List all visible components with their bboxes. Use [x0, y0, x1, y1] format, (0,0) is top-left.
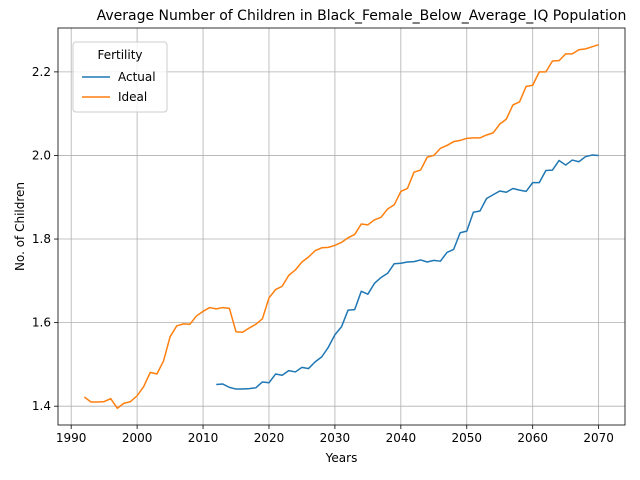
x-tick-label: 2070 — [583, 431, 614, 445]
legend-label-ideal: Ideal — [118, 90, 147, 104]
y-tick-label: 2.0 — [32, 148, 51, 162]
x-tick-label: 2000 — [122, 431, 153, 445]
x-tick-label: 2040 — [386, 431, 417, 445]
y-tick-label: 1.8 — [32, 232, 51, 246]
y-tick-label: 2.2 — [32, 65, 51, 79]
legend-entries: Actual Ideal — [82, 70, 156, 104]
x-tick-label: 2020 — [254, 431, 285, 445]
x-tick-label: 2060 — [517, 431, 548, 445]
y-tick-label: 1.4 — [32, 399, 51, 413]
legend: Fertility Actual Ideal — [72, 41, 168, 113]
grid — [58, 28, 625, 425]
legend-label-actual: Actual — [118, 70, 156, 84]
x-tick-label: 2050 — [451, 431, 482, 445]
x-axis-ticks: 1990 2000 2010 2020 2030 2040 2050 2060 2070 — [56, 425, 614, 445]
plot-frame — [57, 27, 626, 426]
y-tick-label: 1.6 — [32, 316, 51, 330]
series-lines — [83, 44, 599, 410]
y-axis-ticks: 1.4 1.6 1.8 2.0 2.2 — [32, 65, 58, 413]
legend-box — [72, 41, 168, 113]
series-line-ideal — [83, 44, 599, 410]
series-line-actual — [216, 154, 599, 390]
x-tick-label: 2030 — [320, 431, 351, 445]
x-tick-label: 2010 — [188, 431, 219, 445]
x-tick-label: 1990 — [56, 431, 87, 445]
y-axis-label: No. of Children — [13, 182, 27, 271]
legend-title: Fertility — [97, 48, 142, 62]
x-axis-label: Years — [325, 451, 358, 465]
chart-title: Average Number of Children in Black_Fema… — [97, 8, 627, 24]
